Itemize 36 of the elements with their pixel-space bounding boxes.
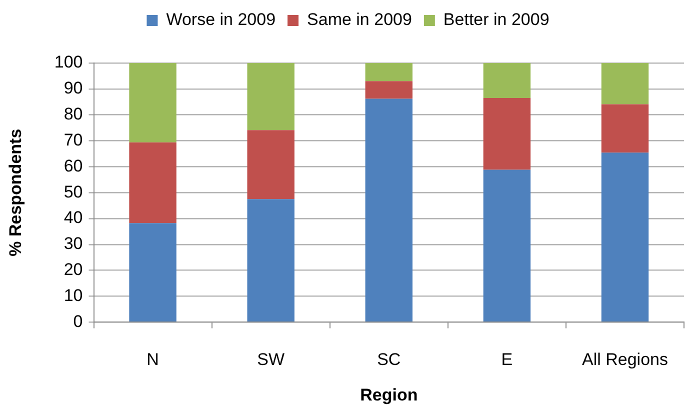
legend-label: Same in 2009 [307,10,412,30]
y-tick-label: 90 [64,78,83,98]
x-tick-label: SW [257,350,285,370]
y-tick-label: 30 [64,234,83,254]
bar [365,63,413,82]
x-tick-label: N [146,350,159,370]
y-tick-label: 60 [64,156,83,176]
bar [601,152,649,322]
x-tick-label: All Regions [582,350,668,370]
bar [129,63,176,142]
y-tick-label: 10 [64,286,83,305]
bar [129,223,176,322]
bar [601,63,649,104]
y-tick-label: 100 [54,52,83,72]
y-axis-title: % Respondents [6,128,25,256]
y-tick-label: 80 [64,104,83,124]
bar [365,81,413,99]
y-tick-label: 70 [64,130,83,150]
bar [601,104,649,153]
bar [129,142,176,224]
legend-label: Worse in 2009 [166,10,276,30]
y-tick-label: 0 [73,312,83,331]
x-tick-label: E [501,350,513,370]
y-tick-label: 40 [64,208,83,228]
bar [483,98,531,170]
y-tick-label: 20 [64,260,83,280]
bar [483,170,531,322]
bar [247,63,294,130]
x-tick-label: SC [377,350,401,370]
y-tick-label: 50 [64,182,83,202]
bar [365,98,413,322]
bar [483,63,531,98]
bar [247,130,294,200]
x-axis-title: Region [360,385,418,404]
bar [247,199,294,322]
legend-label: Better in 2009 [443,10,550,30]
